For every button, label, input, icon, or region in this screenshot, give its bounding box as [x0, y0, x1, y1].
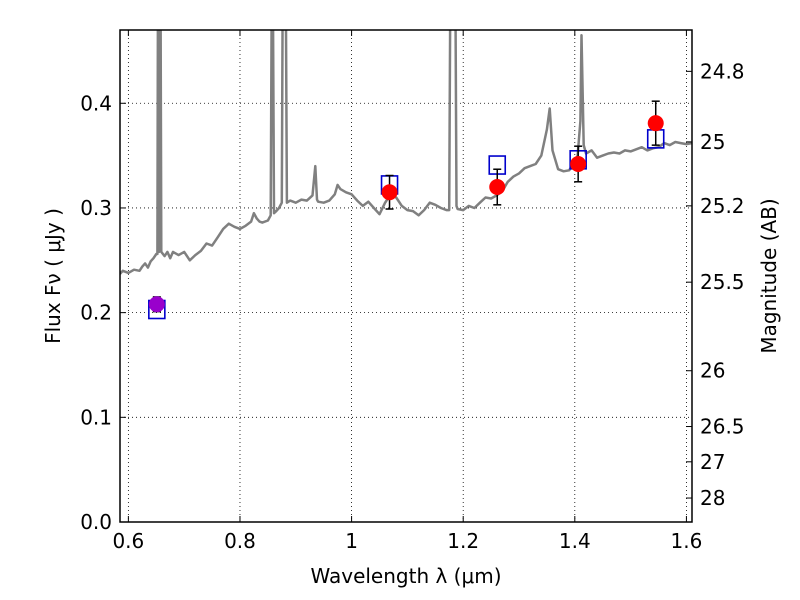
x-tick-label: 0.8: [224, 529, 256, 553]
right-tick-label: 24.8: [700, 59, 745, 83]
right-tick-label: 25.5: [700, 270, 745, 294]
right-tick-label: 28: [700, 486, 725, 510]
observed-point: [647, 115, 664, 132]
right-axis-label: Magnitude (AB): [757, 198, 781, 353]
spectrum-series: [120, 30, 692, 275]
y-tick-label: 0.2: [80, 301, 112, 325]
right-tick-label: 27: [700, 450, 725, 474]
y-tick-label: 0.0: [80, 510, 112, 534]
right-tick-label: 25.2: [700, 194, 745, 218]
observed-point: [148, 296, 165, 313]
x-tick-label: 0.6: [112, 529, 144, 553]
observed-point: [381, 184, 398, 201]
y-tick-label: 0.3: [80, 196, 112, 220]
x-tick-label: 1: [345, 529, 358, 553]
y-tick-label: 0.1: [80, 405, 112, 429]
x-tick-label: 1.6: [671, 529, 703, 553]
grid: [120, 30, 692, 522]
x-tick-label: 1.4: [559, 529, 591, 553]
right-tick-label: 26.5: [700, 415, 745, 439]
y-tick-label: 0.4: [80, 91, 112, 115]
x-axis-label: Wavelength λ (μm): [310, 564, 501, 588]
ticks: 0.6 0.8 1 1.2 1.4 1.6 0.0 0.1 0.2 0.3 0.4 24.8 25 25.…: [80, 30, 745, 553]
x-tick-label: 1.2: [447, 529, 479, 553]
spectrum-line: [120, 30, 692, 275]
right-tick-label: 25: [700, 130, 725, 154]
model-series: [148, 129, 665, 320]
observed-series: [148, 100, 664, 313]
observed-point: [570, 155, 587, 172]
y-axis-label: Flux Fν ( μJy ): [41, 208, 65, 344]
plot-frame: [119, 29, 693, 523]
observed-point: [489, 179, 506, 196]
right-tick-label: 26: [700, 359, 725, 383]
